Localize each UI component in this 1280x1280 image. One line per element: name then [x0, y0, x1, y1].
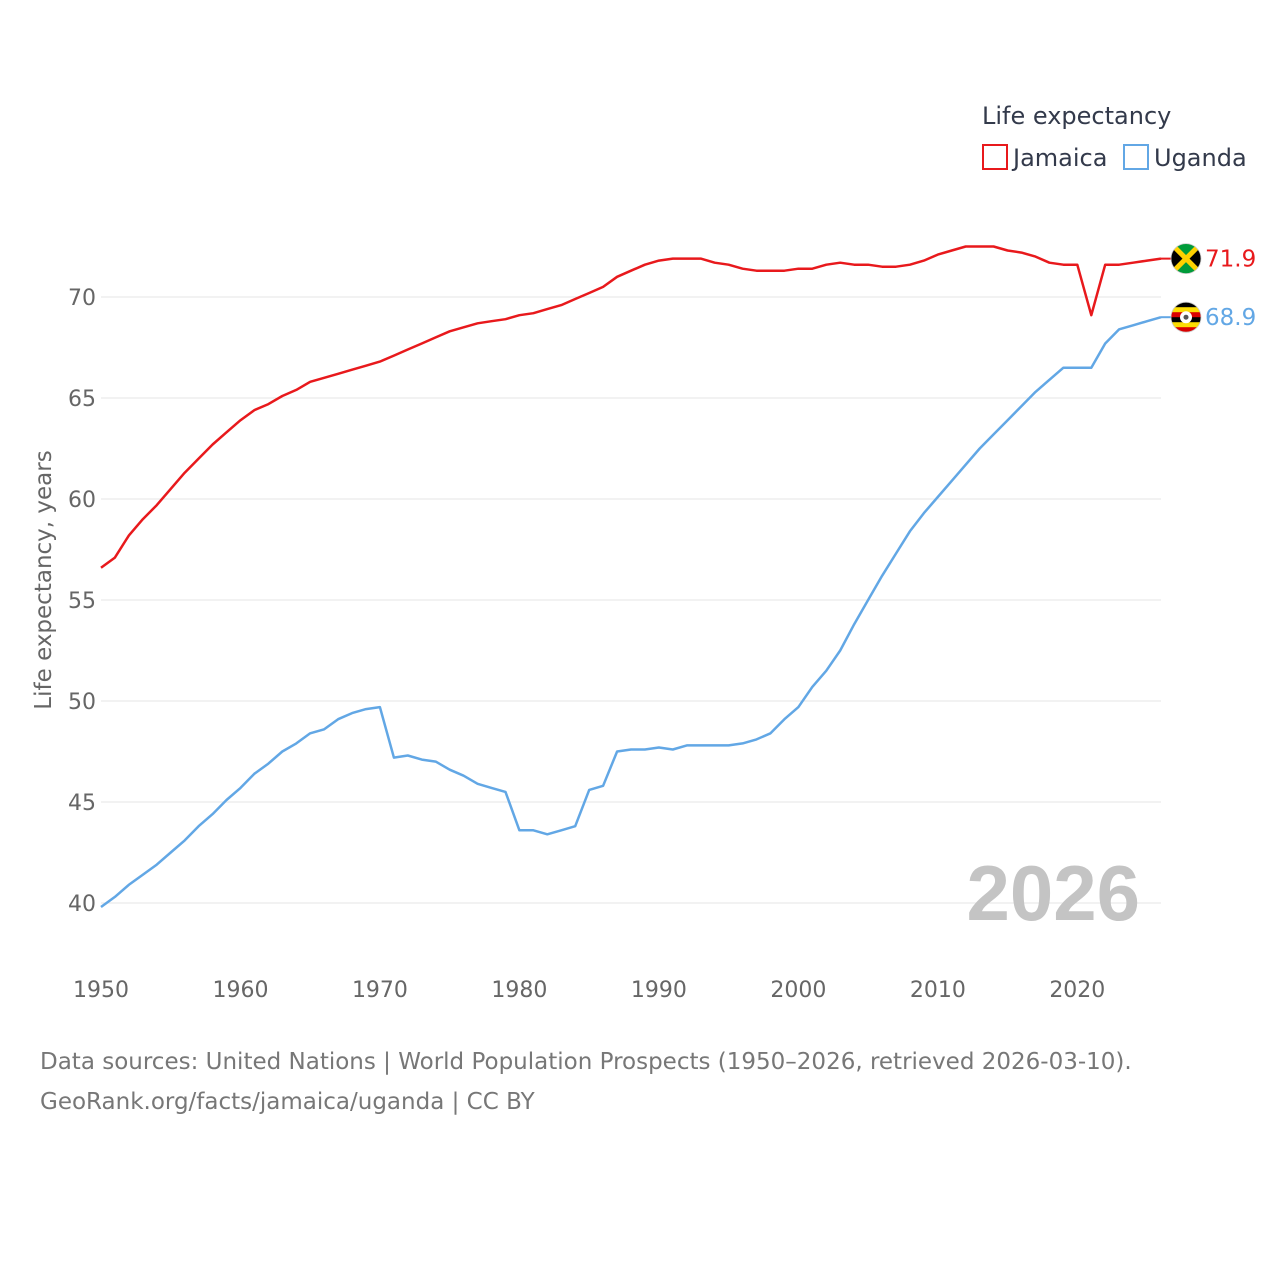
- y-axis-ticks: 40 45 50 55 60 65 70: [68, 286, 96, 917]
- y-tick-label-55: 55: [68, 589, 96, 614]
- y-tick-label-65: 65: [68, 387, 96, 412]
- y-axis-label: Life expectancy, years: [31, 450, 57, 709]
- source-line-link[interactable]: GeoRank.org/facts/jamaica/uganda | CC BY: [40, 1089, 535, 1115]
- end-value-label-jamaica: 71.9: [1205, 247, 1256, 273]
- legend[interactable]: Life expectancy Jamaica Uganda: [982, 102, 1247, 172]
- legend-swatch-jamaica: [982, 144, 1008, 170]
- legend-item-uganda[interactable]: Uganda: [1123, 144, 1247, 172]
- source-line-data: Data sources: United Nations | World Pop…: [40, 1049, 1132, 1075]
- x-tick-label-1980: 1980: [491, 978, 547, 1003]
- year-watermark: 2026: [966, 849, 1140, 937]
- x-tick-label-2020: 2020: [1049, 978, 1105, 1003]
- x-tick-label-1950: 1950: [73, 978, 129, 1003]
- legend-swatch-uganda: [1123, 144, 1149, 170]
- series-line-jamaica[interactable]: [100, 245, 1162, 569]
- y-tick-label-60: 60: [68, 488, 96, 513]
- x-axis-ticks: 1950 1960 1970 1980 1990 2000 2010 2020: [73, 978, 1105, 1003]
- jamaica-flag-icon: [1170, 243, 1202, 275]
- legend-label-uganda: Uganda: [1154, 144, 1247, 172]
- y-tick-label-50: 50: [68, 690, 96, 715]
- series-lines: [100, 245, 1162, 909]
- legend-title: Life expectancy: [982, 102, 1171, 130]
- x-tick-label-1960: 1960: [212, 978, 268, 1003]
- y-tick-label-45: 45: [68, 791, 96, 816]
- series-points-jamaica: [100, 246, 1162, 568]
- end-markers: 71.9 68.9: [1161, 243, 1256, 333]
- legend-label-jamaica: Jamaica: [1011, 144, 1107, 172]
- end-value-label-uganda: 68.9: [1205, 305, 1256, 331]
- y-tick-label-40: 40: [68, 892, 96, 917]
- source-note: Data sources: United Nations | World Pop…: [40, 1042, 1260, 1122]
- uganda-flag-icon: [1170, 301, 1202, 333]
- x-tick-label-1970: 1970: [352, 978, 408, 1003]
- x-tick-label-1990: 1990: [631, 978, 687, 1003]
- series-line-uganda[interactable]: [100, 315, 1162, 909]
- legend-item-jamaica[interactable]: Jamaica: [982, 144, 1107, 172]
- x-tick-label-2010: 2010: [910, 978, 966, 1003]
- x-tick-label-2000: 2000: [770, 978, 826, 1003]
- grid: [101, 296, 1161, 904]
- series-points-uganda: [100, 317, 1162, 908]
- y-tick-label-70: 70: [68, 286, 96, 311]
